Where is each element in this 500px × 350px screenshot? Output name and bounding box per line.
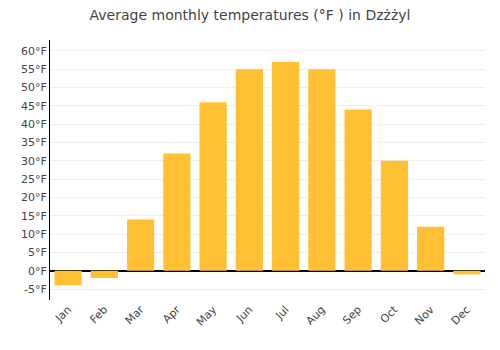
svg-text:60°F: 60°F [21, 45, 47, 58]
svg-text:30°F: 30°F [21, 155, 47, 168]
svg-text:5°F: 5°F [28, 246, 47, 259]
svg-text:45°F: 45°F [21, 100, 47, 113]
svg-text:Oct: Oct [378, 303, 401, 326]
svg-text:-5°F: -5°F [24, 283, 47, 296]
svg-text:Aug: Aug [304, 303, 328, 327]
svg-text:Average monthly temperatures (: Average monthly temperatures (°F ) in Dz… [90, 7, 411, 23]
svg-text:Sep: Sep [340, 303, 364, 327]
svg-text:Jun: Jun [233, 303, 255, 325]
svg-text:10°F: 10°F [21, 228, 47, 241]
svg-text:Nov: Nov [412, 303, 437, 328]
svg-text:25°F: 25°F [21, 173, 47, 186]
svg-text:Dec: Dec [449, 303, 473, 327]
svg-text:0°F: 0°F [28, 265, 47, 278]
svg-text:Jan: Jan [52, 303, 74, 325]
svg-text:Apr: Apr [160, 303, 183, 326]
svg-text:Jul: Jul [272, 303, 291, 322]
svg-text:35°F: 35°F [21, 136, 47, 149]
svg-text:May: May [194, 303, 220, 329]
svg-text:Feb: Feb [87, 303, 110, 326]
svg-text:15°F: 15°F [21, 210, 47, 223]
svg-text:40°F: 40°F [21, 118, 47, 131]
svg-text:Mar: Mar [123, 303, 147, 327]
svg-text:50°F: 50°F [21, 81, 47, 94]
svg-text:20°F: 20°F [21, 191, 47, 204]
svg-text:55°F: 55°F [21, 63, 47, 76]
